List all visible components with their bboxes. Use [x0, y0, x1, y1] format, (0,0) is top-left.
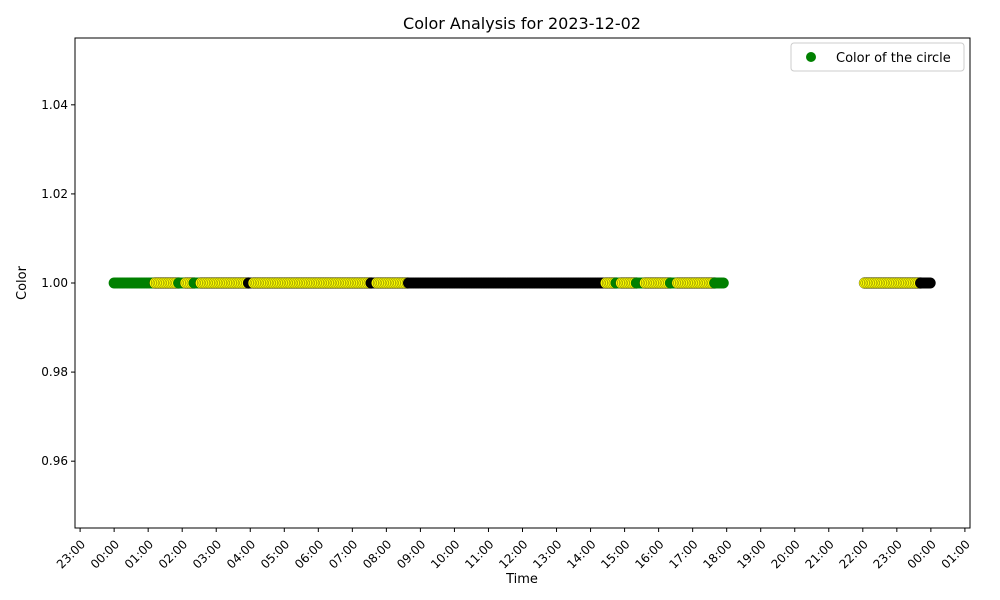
legend: Color of the circle [790, 42, 965, 72]
y-tick-label: 0.98 [41, 365, 68, 379]
y-tick-label: 1.04 [41, 98, 68, 112]
y-tick-label: 1.02 [41, 187, 68, 201]
data-point-green [717, 277, 729, 289]
data-point-black [924, 277, 936, 289]
legend-label: Color of the circle [836, 51, 951, 66]
legend-marker [806, 52, 816, 62]
y-axis-label: Color [15, 265, 30, 300]
y-tick-label: 0.96 [41, 454, 68, 468]
scatter-points [108, 277, 936, 289]
y-axis: 0.96 0.98 1.00 1.02 1.04 [41, 98, 75, 468]
legend-box [790, 42, 965, 72]
y-tick-label: 1.00 [41, 276, 68, 290]
chart-title: Color Analysis for 2023-12-02 [403, 14, 641, 33]
x-axis-label: Time [505, 572, 538, 587]
